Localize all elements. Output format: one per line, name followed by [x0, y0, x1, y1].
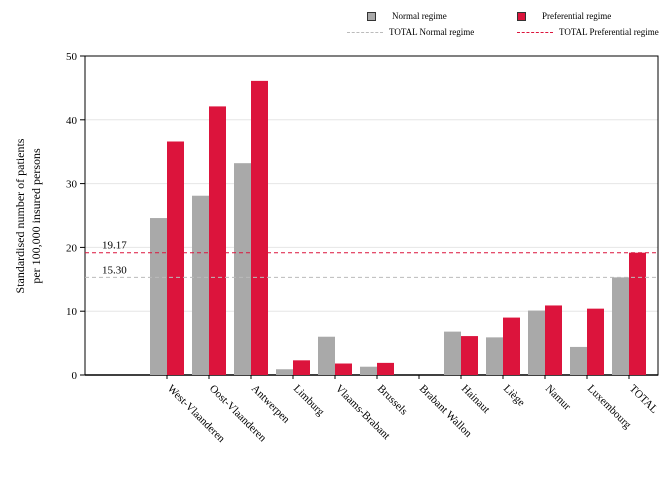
bar-preferential	[629, 252, 646, 375]
legend-label-total-preferential: TOTAL Preferential regime	[559, 27, 659, 37]
legend-item-total-normal: TOTAL Normal regime	[347, 27, 474, 37]
bar-preferential	[335, 363, 352, 375]
bar-preferential	[587, 308, 604, 375]
legend-label-normal: Normal regime	[392, 11, 447, 21]
bar-normal	[192, 195, 209, 375]
bar-preferential	[503, 317, 520, 375]
bar-normal	[276, 369, 293, 375]
bar-preferential	[251, 80, 268, 375]
legend-item-total-preferential: TOTAL Preferential regime	[517, 27, 659, 37]
y-tick-label: 30	[66, 179, 78, 191]
legend-swatch-preferential	[517, 11, 526, 21]
x-tick-label: Brussels	[375, 383, 410, 418]
bar-preferential	[293, 360, 310, 375]
legend-swatch-normal	[367, 11, 376, 21]
bar-normal	[528, 310, 545, 375]
bar-preferential	[209, 106, 226, 375]
legend-label-total-normal: TOTAL Normal regime	[389, 27, 475, 37]
bar-normal	[318, 336, 335, 375]
legend-line-total-preferential	[517, 31, 553, 33]
y-tick-label: 40	[66, 115, 78, 127]
reference-line-label: 19.17	[102, 240, 127, 252]
y-tick-label: 50	[66, 51, 78, 63]
bar-normal	[234, 163, 251, 375]
x-tick-label: Namur	[543, 383, 573, 413]
bar-normal	[150, 218, 167, 375]
legend-label-preferential: Preferential regime	[542, 11, 612, 21]
bar-preferential	[545, 305, 562, 375]
x-tick-label: Luxembourg	[585, 383, 634, 432]
x-tick-label: Antwerpen	[249, 383, 292, 426]
legend-item-preferential: Preferential regime	[517, 11, 611, 21]
bar-normal	[570, 346, 587, 375]
legend: Normal regime Preferential regime TOTAL …	[345, 8, 665, 42]
legend-item-normal: Normal regime	[367, 11, 447, 21]
x-tick-label: Hainaut	[459, 383, 492, 416]
reference-line-label: 15.30	[102, 264, 127, 276]
bar-normal	[360, 366, 377, 375]
y-tick-label: 0	[72, 370, 78, 382]
x-tick-label: Liège	[501, 383, 527, 409]
legend-line-total-normal	[347, 31, 383, 33]
y-tick-label: 20	[66, 242, 78, 254]
y-tick-label: 10	[66, 306, 78, 318]
x-tick-label: Limburg	[291, 383, 327, 419]
bar-preferential	[167, 141, 184, 375]
bar-normal	[612, 277, 629, 375]
bar-normal	[444, 331, 461, 375]
y-axis-label: Standardised number of patients per 100,0…	[13, 138, 43, 293]
bar-normal	[486, 337, 503, 375]
x-tick-label: TOTAL	[627, 383, 660, 416]
bar-preferential	[461, 336, 478, 375]
bar-preferential	[377, 362, 394, 375]
